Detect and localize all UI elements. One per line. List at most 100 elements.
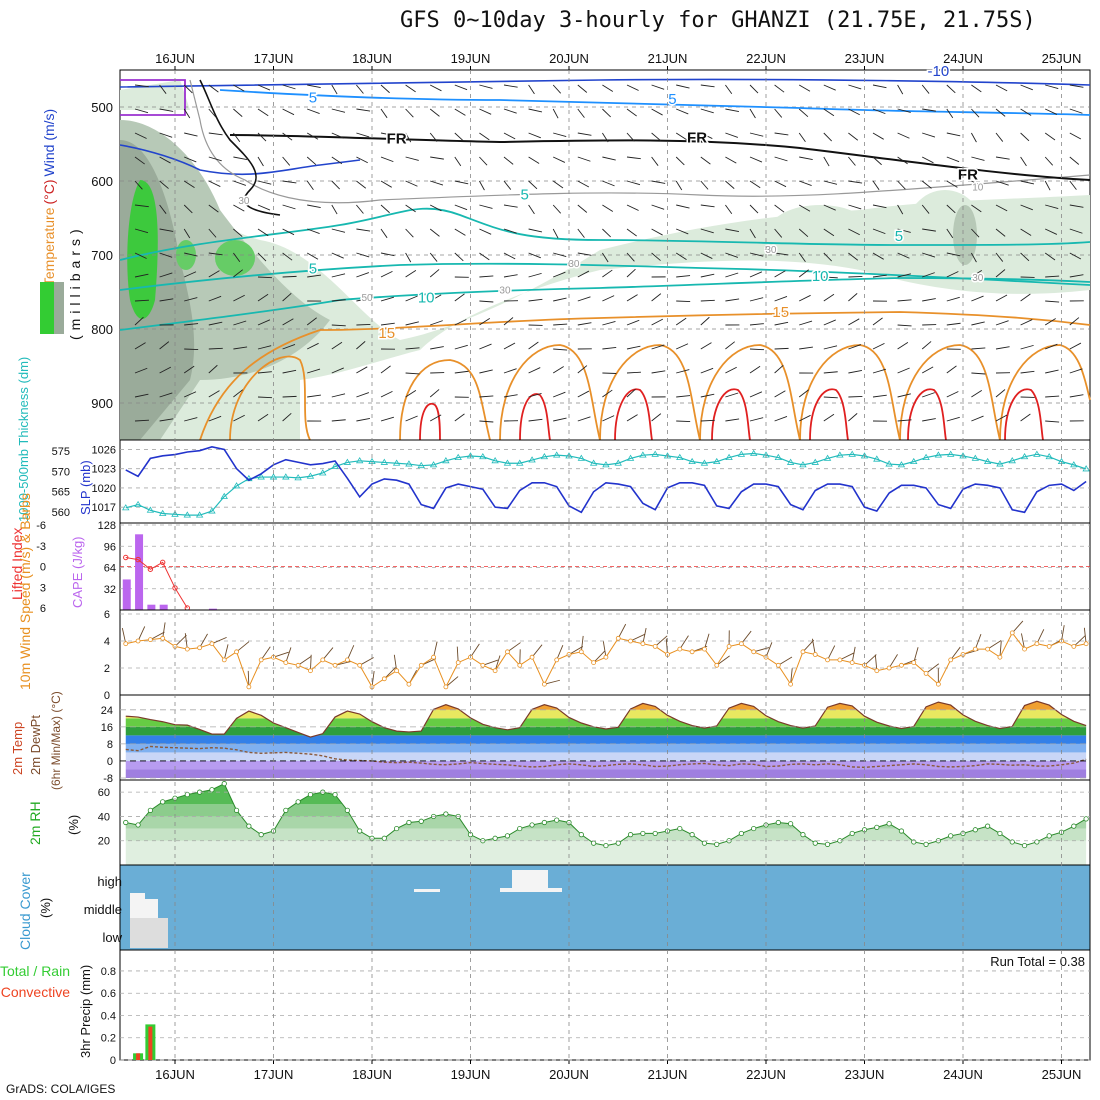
- wind-barb: [356, 228, 371, 232]
- wind-barb: [528, 341, 539, 350]
- wind-contour-line: [119, 144, 361, 176]
- cloud-gap: [145, 893, 158, 899]
- wind-barb: [479, 300, 494, 303]
- wind-speed-point: [911, 660, 917, 665]
- wind-speed-point: [702, 646, 707, 652]
- wind-barb: [577, 322, 592, 326]
- wind-barb: [602, 180, 615, 187]
- cloud-axis-title: Cloud Cover: [17, 872, 33, 950]
- wind-barb: [331, 84, 338, 95]
- wind-contour-line: [119, 262, 1091, 291]
- wind-barb: [503, 204, 518, 208]
- wind-barb: [208, 347, 223, 350]
- wind-barb: [331, 228, 346, 233]
- wind-barb: [725, 298, 740, 302]
- wind-barb: [577, 180, 590, 188]
- rh2m-unit: (%): [66, 815, 81, 835]
- precip-total-legend: Total / Rain: [0, 963, 70, 979]
- wind-barb: [823, 228, 835, 237]
- wind-speed-point: [849, 660, 855, 665]
- pressure-tick-label: 900: [91, 396, 113, 411]
- wind-barb: [971, 270, 983, 278]
- wind-tick-label: 2: [104, 663, 110, 675]
- wind-barb: [946, 391, 959, 398]
- precip-tick-label: 0.6: [101, 988, 116, 1000]
- wind-barb: [1069, 274, 1084, 278]
- rh-point: [985, 823, 991, 829]
- rh-point: [578, 832, 584, 838]
- wind-barb: [356, 366, 368, 374]
- wind-barb: [503, 84, 518, 88]
- wind-barb: [774, 390, 786, 398]
- dewpt-line: [125, 745, 1087, 769]
- wind-barb: [454, 413, 465, 422]
- wind-barb: [774, 132, 789, 136]
- rh-green-shading: [127, 180, 158, 319]
- rh-point: [123, 819, 129, 826]
- wind-barb: [897, 299, 912, 302]
- wind-speed-point: [775, 662, 781, 668]
- wind-barb: [430, 180, 444, 186]
- wind-barb: [1020, 319, 1033, 326]
- wind-speed-point: [283, 660, 289, 665]
- wind-speed-point: [554, 657, 560, 663]
- wind-barb: [405, 228, 414, 238]
- wind-barb: [679, 635, 689, 650]
- cape-bar: [159, 604, 168, 610]
- wind-barb: [282, 275, 297, 278]
- wind-barb: [552, 180, 564, 189]
- wind-speed-point: [480, 662, 486, 668]
- precip-axis-title: 3hr Precip (mm): [78, 965, 93, 1058]
- wind-barb: [429, 389, 440, 398]
- wind-barb: [159, 341, 170, 350]
- precip-conv-bar: [148, 1026, 153, 1060]
- wind-barb: [1044, 180, 1051, 191]
- wind-barb: [479, 318, 491, 326]
- wind-barb: [307, 274, 321, 278]
- wind-barb: [528, 418, 543, 422]
- wind-barb: [626, 319, 640, 326]
- wind-barb: [848, 156, 856, 166]
- wind-barb: [306, 180, 314, 191]
- wind-barb: [626, 294, 638, 302]
- wind-barb: [872, 84, 887, 89]
- top-date-axis: 16JUN 17JUN 18JUN 19JUN 20JUN 21JUN 22JUN 23JUN…: [155, 51, 1081, 70]
- thickness-point: [146, 506, 155, 513]
- wind-barb: [676, 420, 691, 423]
- wind-barb: [528, 180, 538, 190]
- thickness-tick-label: 575: [52, 446, 70, 458]
- wind-barb: [602, 346, 617, 350]
- wind-barb: [552, 366, 564, 374]
- wind-barb: [725, 108, 740, 112]
- wind-barb: [380, 252, 395, 257]
- wind-barb: [725, 392, 739, 398]
- wind-barb: [322, 647, 334, 661]
- slp-tick-label: 1026: [92, 444, 116, 456]
- wind-speed-point: [603, 654, 609, 660]
- temp-contour-line: [229, 355, 311, 441]
- wind-barb: [134, 252, 147, 259]
- wind-barbs: [134, 84, 1084, 423]
- wind-barb: [208, 132, 223, 136]
- wind-barb: [913, 647, 919, 663]
- wind-barb: [233, 269, 244, 278]
- wind-barb: [503, 317, 514, 326]
- wind-barb: [799, 320, 813, 326]
- rh2m-axis-title: 2m RH: [27, 801, 43, 845]
- wind-barb: [429, 294, 442, 302]
- rh-mid-shading: [953, 205, 977, 265]
- wind-barb: [257, 276, 272, 279]
- rh-point: [246, 823, 252, 829]
- wind-barb: [273, 651, 289, 658]
- wind-barb: [700, 132, 713, 139]
- wind-barb: [946, 322, 961, 326]
- wind-barb: [285, 647, 292, 663]
- thickness-point: [171, 510, 179, 517]
- wind-barb: [995, 84, 1008, 92]
- wind-barb: [1069, 84, 1084, 88]
- precip-tick-label: 0.2: [101, 1033, 116, 1045]
- wind-barb: [700, 299, 715, 302]
- li-point: [147, 566, 154, 572]
- wind-barb: [971, 132, 977, 143]
- wind-barb: [577, 132, 592, 136]
